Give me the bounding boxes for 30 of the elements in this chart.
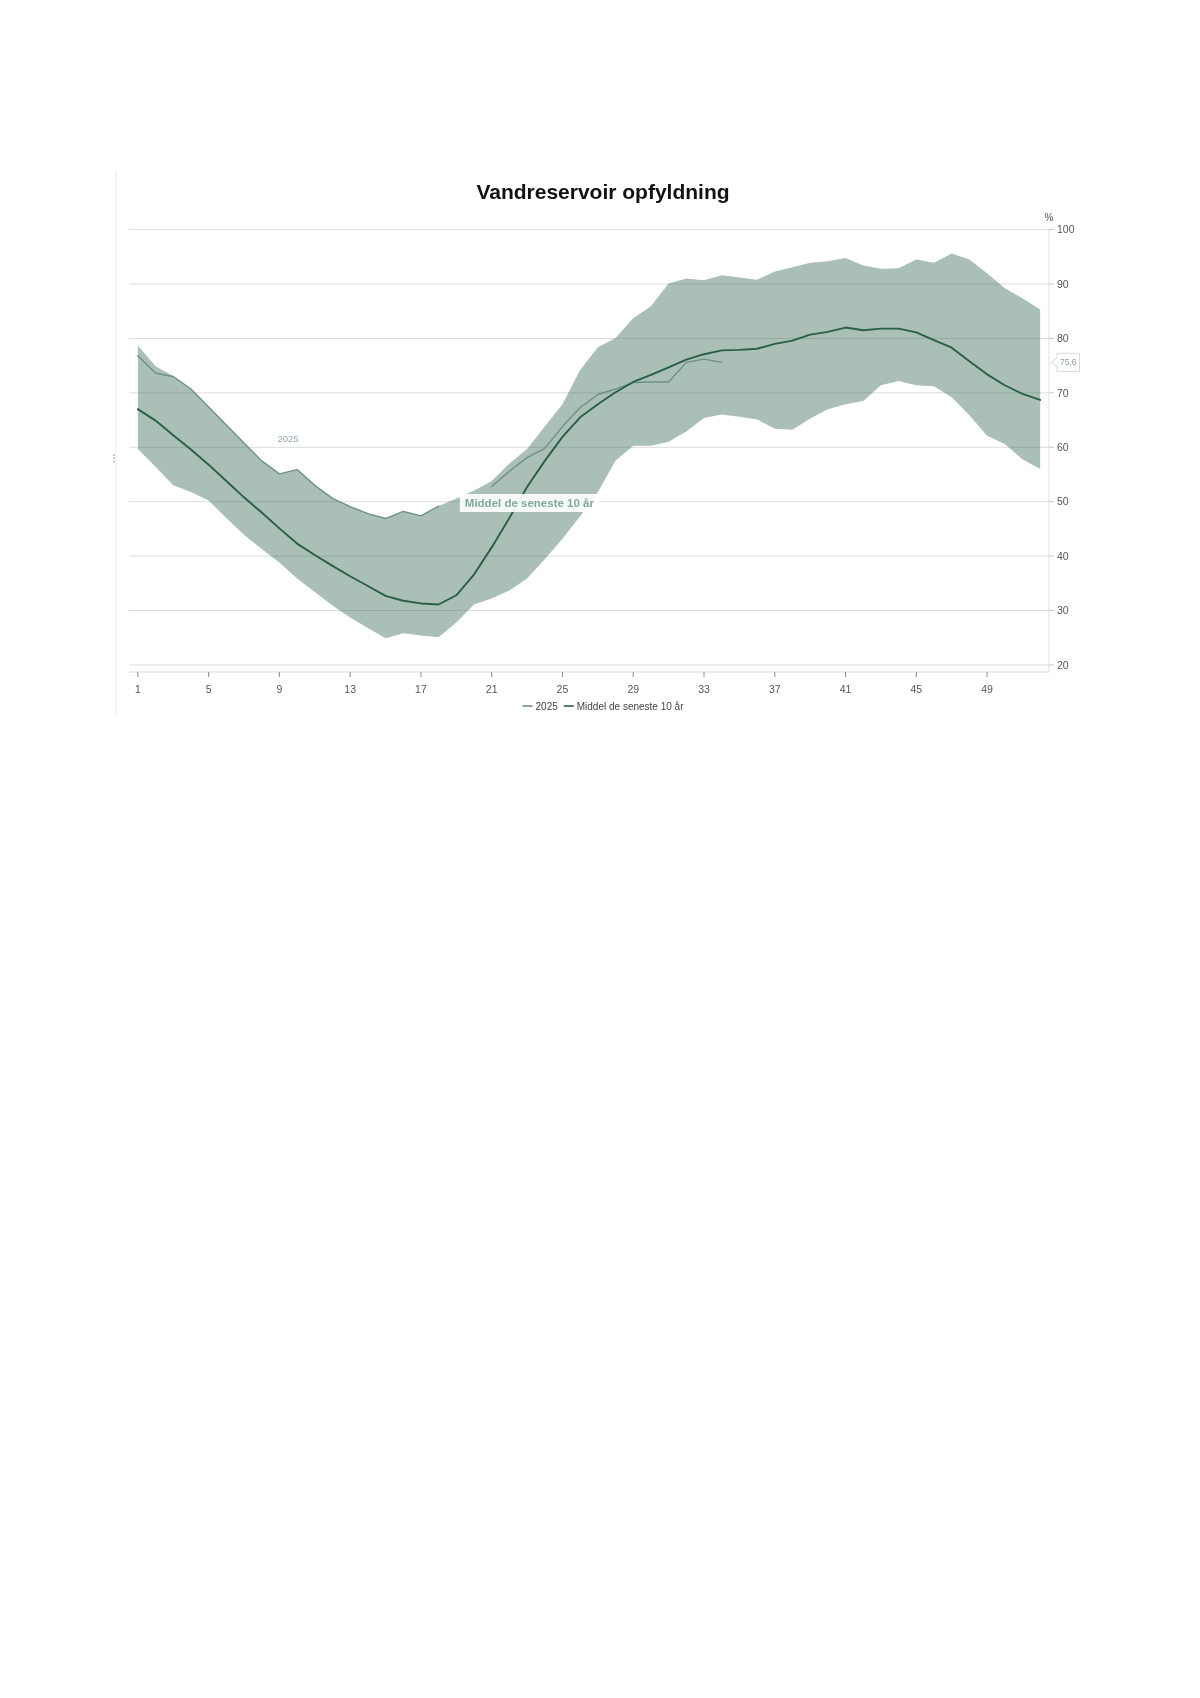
- x-tick-label: 45: [910, 682, 923, 695]
- x-tick-label: 29: [627, 682, 640, 695]
- y-tick-label: 50: [1057, 495, 1069, 508]
- y-axis-title: %: [1044, 212, 1054, 224]
- text: Middel de seneste 10 år: [464, 497, 594, 510]
- x-tick-label: 17: [415, 682, 427, 695]
- y-tick-label: 40: [1057, 549, 1069, 562]
- y-tick-label: 70: [1057, 386, 1069, 399]
- x-tick-label: 9: [276, 682, 283, 695]
- x-tick-label: 33: [698, 682, 710, 695]
- y-tick-label: 90: [1057, 277, 1069, 290]
- y-tick-label: 80: [1057, 332, 1069, 345]
- x-tick-label: 41: [839, 682, 852, 695]
- x-tick-label: 5: [205, 682, 212, 695]
- x-tick-label: 25: [556, 682, 569, 695]
- x-tick-label: 21: [485, 682, 498, 695]
- x-tick-label: 1: [134, 682, 141, 695]
- chart-title: Vandreservoir opfyldning: [476, 180, 730, 203]
- x-tick-label: 49: [981, 682, 994, 695]
- y-tick-label: 30: [1057, 604, 1069, 617]
- text: 2025: [277, 432, 299, 444]
- x-tick-label: 37: [768, 682, 781, 695]
- legend-label: Middel de seneste 10 år: [576, 700, 685, 712]
- y-tick-label: 20: [1057, 658, 1069, 671]
- legend-label: 2025: [535, 700, 559, 712]
- y-tick-label: 100: [1057, 223, 1075, 236]
- line-series: [136, 326, 1042, 606]
- text: 75,6: [1060, 357, 1077, 368]
- y-tick-label: 60: [1057, 440, 1069, 453]
- x-tick-label: 13: [344, 682, 357, 695]
